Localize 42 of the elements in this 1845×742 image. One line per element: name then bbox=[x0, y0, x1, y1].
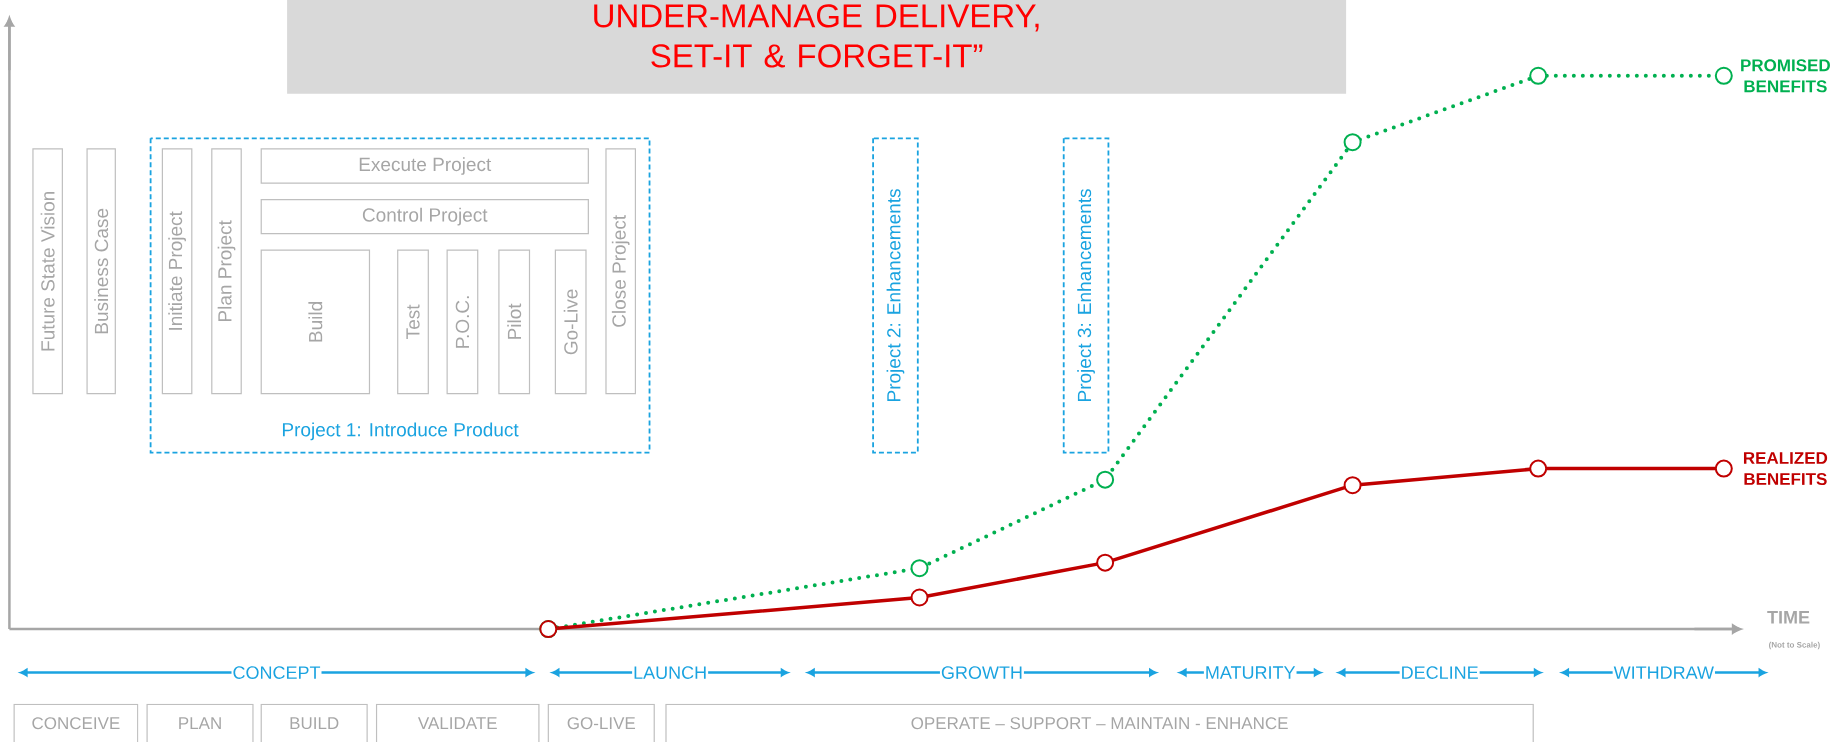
chart-title: UNDER-MANAGE DELIVERY, SET-IT & FORGET-IT” bbox=[594, 4, 1039, 68]
text: OPERATE – SUPPORT – MAINTAIN - ENHANCE bbox=[911, 717, 1288, 730]
text: Build bbox=[308, 302, 323, 342]
text: VALIDATE bbox=[417, 717, 497, 730]
text: WITHDRAW bbox=[1613, 666, 1714, 679]
point bbox=[1343, 476, 1362, 495]
point bbox=[1714, 459, 1733, 478]
text: DECLINE bbox=[1402, 666, 1478, 679]
text: Plan Project bbox=[217, 220, 236, 321]
point bbox=[1529, 459, 1548, 478]
series-label: REALIZED BENEFITS bbox=[1743, 452, 1828, 486]
text: (Not to Scale) bbox=[1769, 641, 1820, 650]
text: LAUNCH bbox=[634, 666, 706, 679]
point bbox=[1096, 470, 1115, 489]
text: Test bbox=[406, 304, 420, 339]
annotation: Project 3: Enhancements bbox=[1077, 189, 1095, 401]
point bbox=[1096, 553, 1115, 572]
annotation: Project 2: Enhancements bbox=[886, 189, 905, 401]
text: GROWTH bbox=[941, 666, 1022, 679]
text: Control Project bbox=[362, 207, 488, 226]
point bbox=[910, 559, 929, 578]
text: P.O.C. bbox=[455, 296, 470, 348]
point bbox=[910, 588, 929, 607]
text: CONCEIVE bbox=[32, 717, 120, 730]
text: GO-LIVE bbox=[567, 717, 636, 730]
point bbox=[1714, 66, 1733, 85]
text: Future State Vision bbox=[40, 191, 55, 351]
text: Initiate Project bbox=[168, 211, 186, 330]
x-axis-title: TIME bbox=[1767, 611, 1810, 624]
text: Execute Project bbox=[359, 157, 492, 175]
text: CONCEPT bbox=[233, 666, 321, 679]
text: BUILD bbox=[290, 717, 339, 730]
series-label: PROMISED BENEFITS bbox=[1741, 59, 1830, 93]
annotation: Close Project bbox=[611, 215, 630, 327]
text: PLAN bbox=[179, 717, 221, 730]
point bbox=[1343, 133, 1362, 152]
annotation: Project 1: Introduce Product bbox=[282, 422, 519, 441]
text: MATURITY bbox=[1206, 666, 1296, 679]
annotation: Pilot bbox=[507, 303, 522, 339]
annotation: Go-Live bbox=[563, 289, 578, 355]
text: Business Case bbox=[94, 208, 109, 334]
point bbox=[1529, 66, 1548, 85]
